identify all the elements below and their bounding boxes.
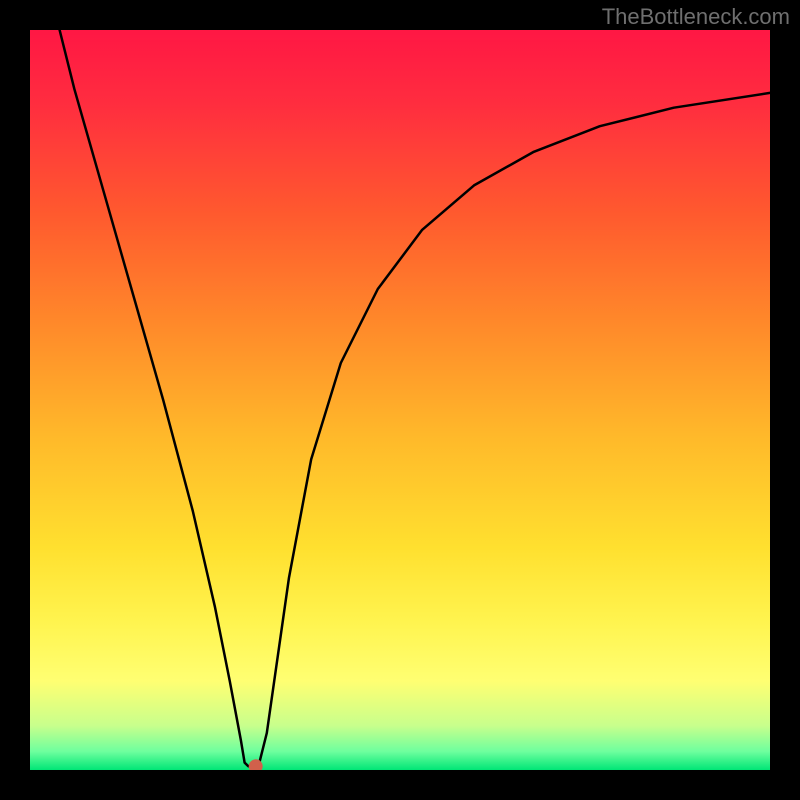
gradient-background xyxy=(30,30,770,770)
watermark-text: TheBottleneck.com xyxy=(602,4,790,30)
chart-frame: TheBottleneck.com xyxy=(0,0,800,800)
bottleneck-chart xyxy=(30,30,770,770)
